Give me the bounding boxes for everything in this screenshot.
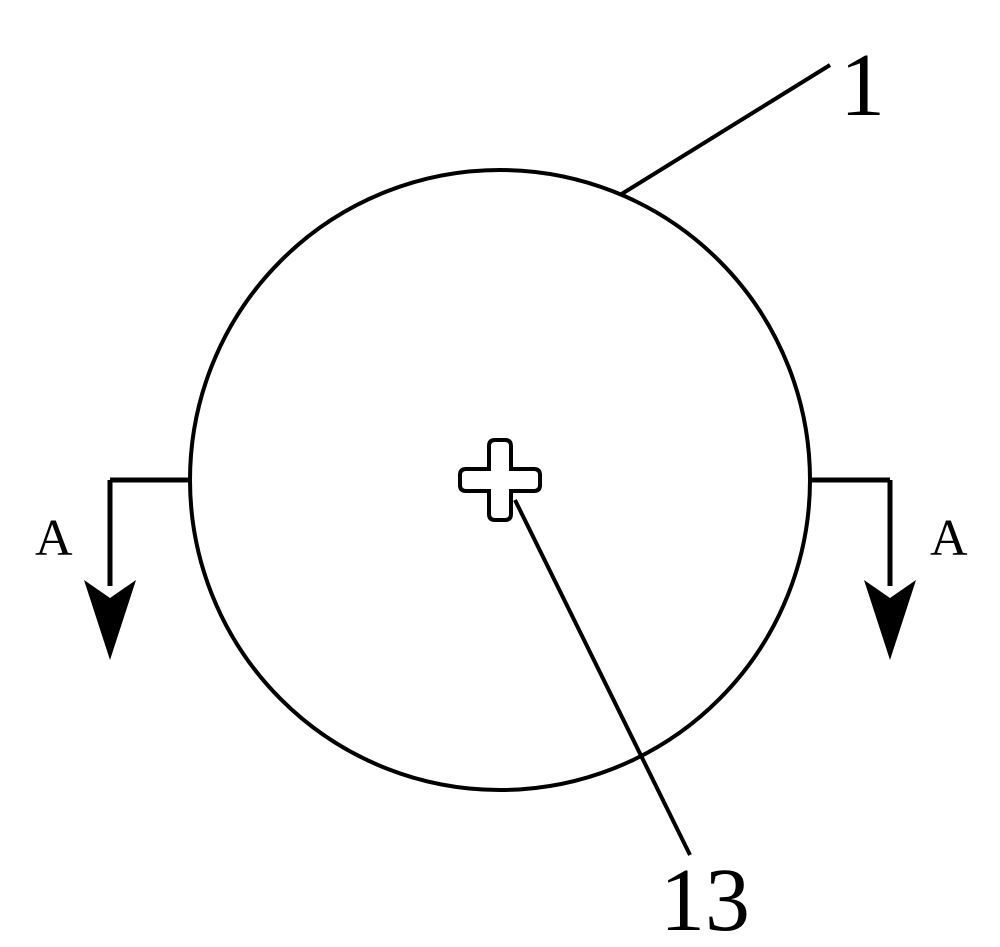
section-left-arrowhead-icon xyxy=(84,580,136,660)
section-right-label: A xyxy=(930,510,968,567)
section-left-label: A xyxy=(35,510,73,567)
callout-13-label: 13 xyxy=(660,851,750,947)
section-right-arrowhead-icon xyxy=(864,580,916,660)
diagram-canvas: 1 13 A A xyxy=(0,0,1000,947)
callout-1-label: 1 xyxy=(840,36,885,135)
callout-13-leader xyxy=(515,500,690,855)
center-cross-icon xyxy=(460,440,540,520)
callout-1-leader xyxy=(620,65,830,195)
